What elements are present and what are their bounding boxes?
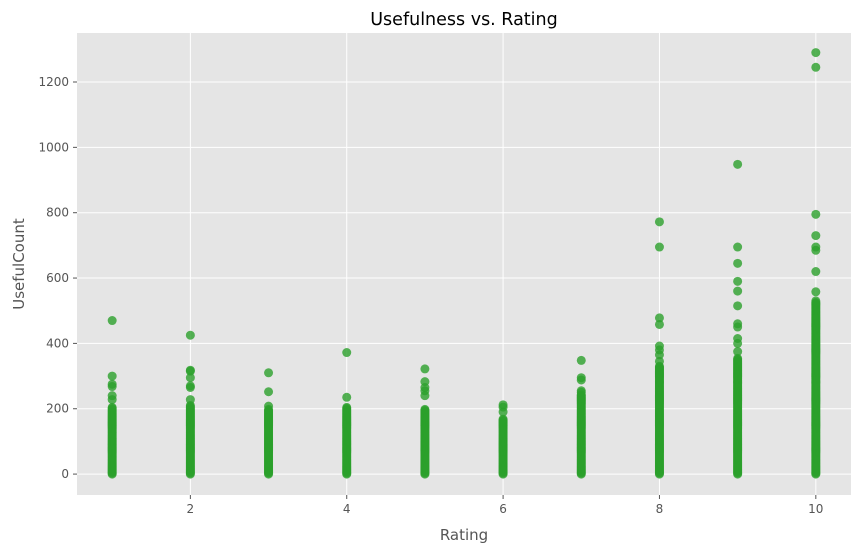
data-point: [420, 364, 430, 374]
y-axis-label: UsefulCount: [10, 218, 28, 310]
data-point: [107, 402, 117, 412]
data-point: [654, 242, 664, 252]
y-tick-label: 1200: [38, 75, 69, 89]
data-point: [733, 301, 743, 311]
x-tick-label: 8: [656, 502, 664, 516]
data-point: [185, 383, 195, 393]
data-point: [811, 296, 821, 306]
data-point: [811, 287, 821, 297]
y-tick-label: 0: [61, 467, 69, 481]
data-point: [733, 159, 743, 169]
data-point: [811, 231, 821, 241]
data-point: [576, 375, 586, 385]
y-tick-label: 1000: [38, 140, 69, 154]
data-points: [107, 48, 821, 479]
data-point: [498, 414, 508, 424]
data-point: [342, 348, 352, 358]
x-tick-label: 10: [808, 502, 823, 516]
data-point: [107, 371, 117, 381]
data-point: [733, 322, 743, 332]
data-point: [185, 395, 195, 405]
y-tick-label: 600: [46, 271, 69, 285]
x-axis-ticks: 2 4 6 8 10: [187, 495, 823, 516]
data-point: [264, 401, 274, 411]
data-point: [498, 407, 508, 417]
data-point: [264, 387, 274, 397]
data-point: [342, 392, 352, 402]
data-point: [654, 350, 664, 360]
data-point: [107, 316, 117, 326]
grid-lines: [77, 33, 851, 495]
x-tick-label: 2: [187, 502, 195, 516]
data-point: [107, 395, 117, 405]
data-point: [576, 355, 586, 365]
plot-area: [77, 33, 851, 495]
chart-title: Usefulness vs. Rating: [370, 10, 557, 30]
data-point: [654, 217, 664, 227]
data-point: [733, 258, 743, 268]
data-point: [576, 387, 586, 397]
data-point: [733, 286, 743, 296]
data-point: [107, 382, 117, 392]
data-point: [811, 267, 821, 277]
x-axis-label: Rating: [440, 526, 488, 544]
data-point: [733, 242, 743, 252]
data-point: [733, 276, 743, 286]
data-point: [185, 330, 195, 340]
data-point: [654, 313, 664, 323]
data-point: [811, 48, 821, 58]
data-point: [654, 356, 664, 366]
data-point: [654, 319, 664, 329]
x-tick-label: 6: [499, 502, 507, 516]
data-point: [420, 391, 430, 401]
y-tick-label: 400: [46, 336, 69, 350]
data-point: [811, 245, 821, 255]
data-point: [733, 347, 743, 357]
data-point: [420, 404, 430, 414]
data-point: [185, 373, 195, 383]
data-point: [733, 338, 743, 348]
data-point: [264, 368, 274, 378]
data-point: [733, 353, 743, 363]
data-point: [185, 366, 195, 376]
data-point: [811, 62, 821, 72]
data-point: [811, 209, 821, 219]
data-point: [342, 402, 352, 412]
y-axis-ticks: 0 200 400 600 800 1000 1200: [38, 75, 77, 481]
y-tick-label: 800: [46, 206, 69, 220]
x-tick-label: 4: [343, 502, 351, 516]
y-tick-label: 200: [46, 402, 69, 416]
